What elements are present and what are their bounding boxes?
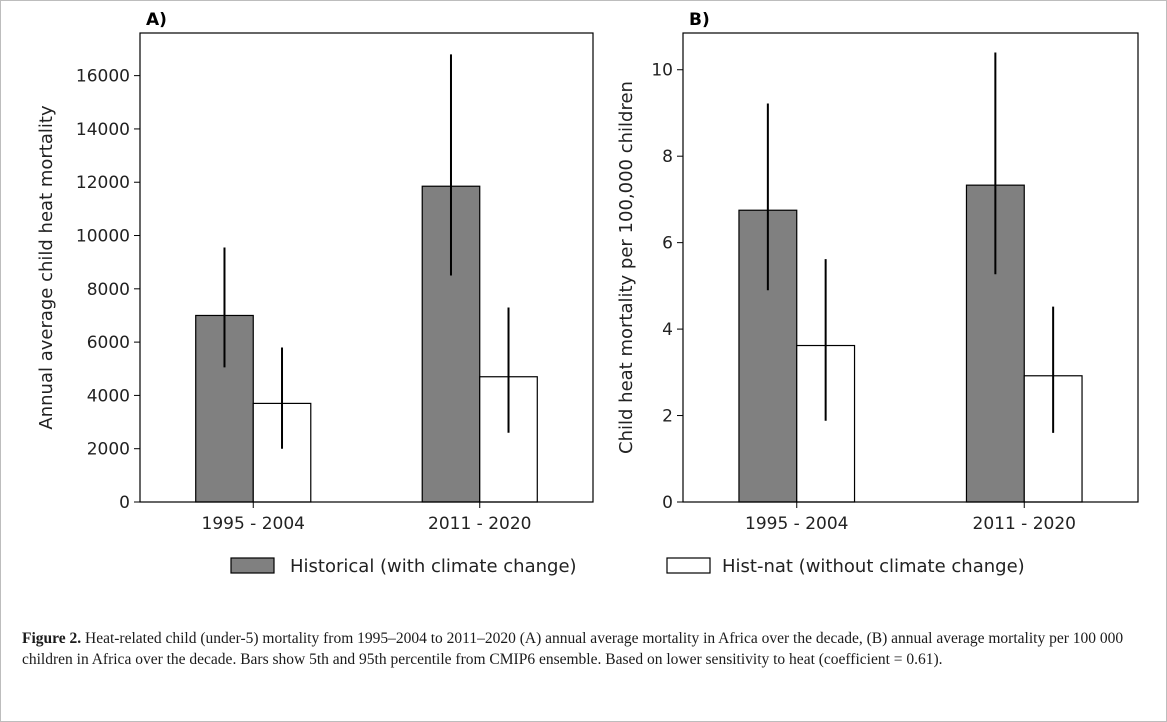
y-tick-label: 8000 xyxy=(87,280,130,300)
legend-label: Hist-nat (without climate change) xyxy=(722,556,1025,577)
y-tick-label: 12000 xyxy=(76,173,130,193)
y-tick-label: 0 xyxy=(662,493,673,513)
plot-frame xyxy=(139,32,594,503)
y-tick-label: 2 xyxy=(662,407,673,427)
y-tick-label: 6000 xyxy=(87,333,130,353)
caption-text: Heat-related child (under-5) mortality f… xyxy=(22,630,1124,668)
legend: Historical (with climate change) Hist-nat… xyxy=(230,556,1025,577)
y-tick-label: 16000 xyxy=(76,67,130,87)
x-tick-label: 2011 - 2020 xyxy=(428,514,531,534)
panel-a: A) 0 2000 4000 6000 8000 10000 12000 14000 16000 A… xyxy=(36,10,594,534)
y-tick-label: 2000 xyxy=(87,440,130,460)
y-axis-label: Child heat mortality per 100,000 childre… xyxy=(616,81,637,454)
figure-caption: Figure 2. Heat-related child (under-5) m… xyxy=(22,628,1142,670)
x-tick-label: 1995 - 2004 xyxy=(202,514,305,534)
y-tick-label: 10 xyxy=(651,61,673,81)
plot-frame xyxy=(682,32,1139,503)
x-tick-label: 1995 - 2004 xyxy=(745,514,848,534)
panel-b: B) 0 2 4 6 8 10 Child heat mortality per 100,00… xyxy=(616,10,1139,534)
y-tick-label: 10000 xyxy=(76,227,130,247)
bar xyxy=(1023,375,1083,503)
y-tick-label: 4000 xyxy=(87,386,130,406)
y-tick-label: 14000 xyxy=(76,120,130,140)
legend-swatch xyxy=(230,557,275,574)
legend-label: Historical (with climate change) xyxy=(290,556,577,577)
y-tick-label: 6 xyxy=(662,234,673,254)
caption-label: Figure 2. xyxy=(22,630,82,647)
y-tick-label: 8 xyxy=(662,147,673,167)
legend-swatch xyxy=(666,557,711,574)
x-tick-label: 2011 - 2020 xyxy=(973,514,1076,534)
y-tick-label: 0 xyxy=(119,493,130,513)
y-tick-label: 4 xyxy=(662,320,673,340)
panel-label: A) xyxy=(146,10,167,30)
y-axis-label: Annual average child heat mortality xyxy=(36,105,57,430)
panel-label: B) xyxy=(689,10,710,30)
